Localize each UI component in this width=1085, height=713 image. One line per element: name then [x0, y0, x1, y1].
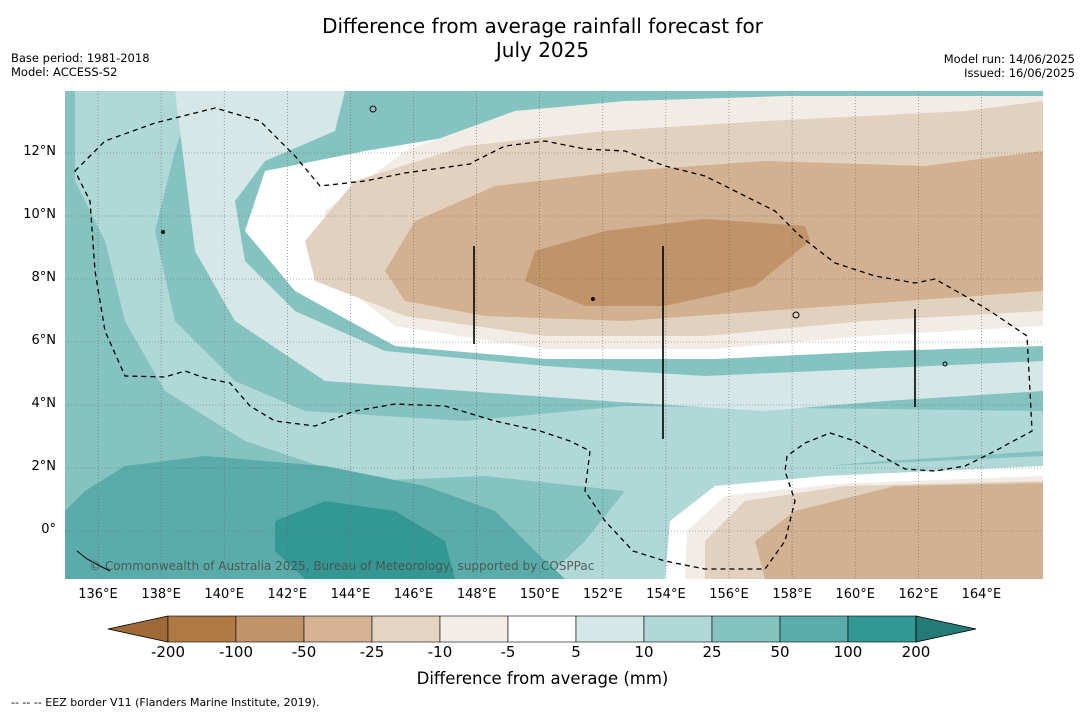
colorbar-tick-label: 10: [634, 643, 654, 661]
island-marker: [76, 550, 111, 572]
map-title-line1: Difference from average rainfall forecas…: [322, 14, 763, 38]
latitude-label: 2°N: [31, 459, 57, 474]
colorbar-tick-label: 50: [770, 643, 790, 661]
island-marker: [942, 361, 948, 367]
meridian-gridlines: [97, 91, 982, 579]
colorbar-extend-low: [107, 615, 169, 643]
copyright-notice: © Commonwealth of Australia 2025, Bureau…: [89, 559, 594, 573]
colorbar-label: Difference from average (mm): [416, 669, 669, 688]
colorbar-extend-high: [915, 615, 977, 643]
colorbar-tick-label: -5: [500, 643, 516, 661]
latitude-label: 4°N: [31, 396, 57, 411]
colorbar-tick-label: 100: [833, 643, 863, 661]
wet-light-region: [75, 91, 1043, 579]
dry-dark-region: [525, 219, 810, 306]
island-marker: [792, 311, 800, 319]
latitude-label: 8°N: [31, 270, 57, 285]
map-title-line2: July 2025: [495, 38, 590, 62]
colorbar-cell: [643, 615, 713, 643]
parallel-gridlines: [65, 152, 1043, 532]
colorbar-tick-label: 200: [901, 643, 931, 661]
colorbar-tick-label: -100: [218, 643, 254, 661]
colorbar-tick-label: 25: [702, 643, 722, 661]
colorbar-tick-label: -50: [291, 643, 317, 661]
colorbar-cell: [575, 615, 645, 643]
colorbar-tick-label: 5: [571, 643, 581, 661]
colorbar-tick-label: -25: [359, 643, 385, 661]
longitude-label: 154°E: [646, 587, 686, 602]
longitude-label: 148°E: [456, 587, 497, 602]
colorbar-cell: [439, 615, 509, 643]
colorbar-tick-label: -10: [427, 643, 453, 661]
longitude-label: 158°E: [772, 587, 812, 602]
longitude-label: 152°E: [583, 587, 623, 602]
meta-right: Model run: 14/06/2025 Issued: 16/06/2025: [944, 52, 1075, 80]
colorbar-cell: [303, 615, 373, 643]
wet-dark-region: [275, 501, 455, 579]
colorbar: [107, 615, 977, 643]
meta-left: Base period: 1981-2018 Model: ACCESS-S2: [11, 51, 150, 79]
latitude-label: 0°: [41, 522, 56, 537]
model-run: Model run: 14/06/2025: [943, 52, 1075, 66]
latitude-label: 12°N: [23, 144, 56, 159]
longitude-label: 144°E: [330, 587, 371, 602]
longitude-label: 150°E: [519, 587, 560, 602]
colorbar-cell: [371, 615, 441, 643]
island-marker: [369, 105, 377, 113]
colorbar-cell: [167, 615, 237, 643]
longitude-label: 160°E: [835, 587, 875, 602]
longitude-label: 146°E: [393, 587, 434, 602]
latitude-label: 6°N: [31, 333, 57, 348]
map-title: Difference from average rainfall forecas…: [0, 14, 1085, 62]
latitude-label: 10°N: [23, 207, 56, 222]
model-name: Model: ACCESS-S2: [11, 65, 118, 79]
eez-legend: -- -- -- EEZ border V11 (Flanders Marine…: [11, 696, 320, 709]
issued-date: Issued: 16/06/2025: [964, 66, 1075, 80]
longitude-label: 136°E: [78, 587, 118, 602]
island-marker: [591, 297, 595, 301]
colorbar-tick-label: -200: [150, 643, 186, 661]
eez-border-north: [74, 107, 1033, 570]
longitude-label: 142°E: [267, 587, 308, 602]
longitude-label: 164°E: [961, 587, 1002, 602]
colorbar-cell: [711, 615, 781, 643]
wet-faint-region: [175, 91, 1043, 411]
base-period: Base period: 1981-2018: [11, 51, 150, 65]
colorbar-cell: [847, 615, 917, 643]
longitude-label: 156°E: [709, 587, 749, 602]
longitude-label: 138°E: [141, 587, 181, 602]
longitude-label: 162°E: [898, 587, 939, 602]
colorbar-cell: [235, 615, 305, 643]
island-marker: [161, 230, 165, 234]
colorbar-cell: [507, 615, 577, 643]
longitude-label: 140°E: [204, 587, 244, 602]
rainfall-map: © Commonwealth of Australia 2025, Bureau…: [65, 91, 1043, 579]
colorbar-cell: [779, 615, 849, 643]
